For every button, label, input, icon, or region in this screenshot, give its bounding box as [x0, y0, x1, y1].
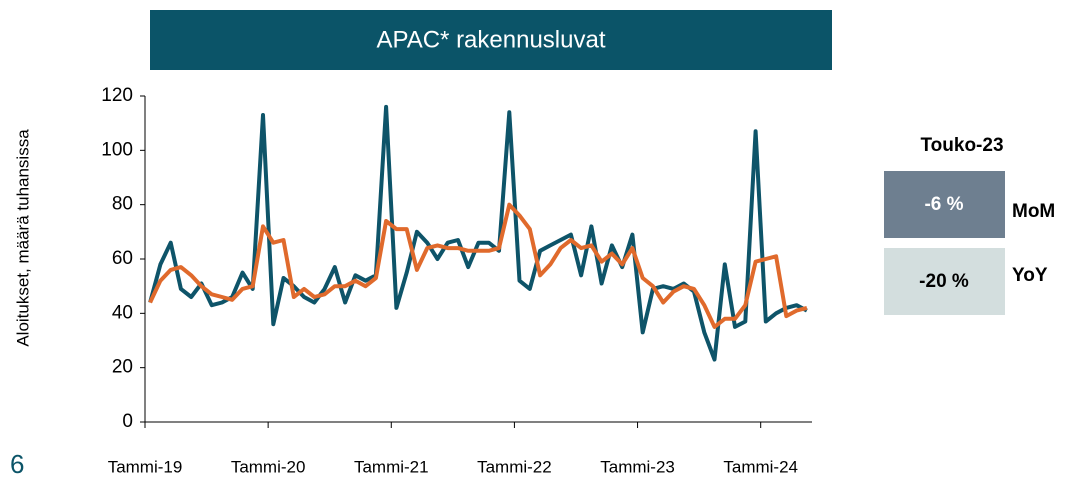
x-tick-label: Tammi-23	[600, 457, 675, 476]
y-tick-label: 20	[112, 357, 133, 378]
y-tick-label: 0	[122, 411, 133, 432]
kpi-value: -6 %	[924, 194, 963, 215]
x-tick-label: Tammi-20	[231, 457, 306, 476]
line-series	[148, 202, 808, 329]
x-tick-label: Tammi-24	[723, 457, 798, 476]
y-tick-label: 40	[112, 302, 133, 323]
x-tick-label: Tammi-21	[354, 457, 429, 476]
y-tick-label: 100	[101, 139, 133, 160]
title-banner	[150, 10, 832, 70]
x-tick-label: Tammi-22	[477, 457, 552, 476]
kpi-box	[884, 248, 1005, 315]
kpi-label: MoM	[1012, 201, 1055, 222]
kpi-title: Touko-23	[920, 135, 1003, 156]
kpi-label: YoY	[1012, 265, 1048, 286]
y-tick-label: 120	[101, 85, 133, 106]
kpi-box	[884, 171, 1005, 238]
y-axis-label: Aloitukset, määrä tuhansissa	[13, 129, 32, 347]
y-tick-label: 60	[112, 248, 133, 269]
line-series	[148, 104, 808, 362]
page-number: 6	[10, 449, 24, 479]
chart-title: APAC* rakennusluvat	[376, 26, 605, 53]
x-tick-label: Tammi-19	[108, 457, 183, 476]
y-tick-label: 80	[112, 194, 133, 215]
kpi-value: -20 %	[919, 271, 969, 292]
